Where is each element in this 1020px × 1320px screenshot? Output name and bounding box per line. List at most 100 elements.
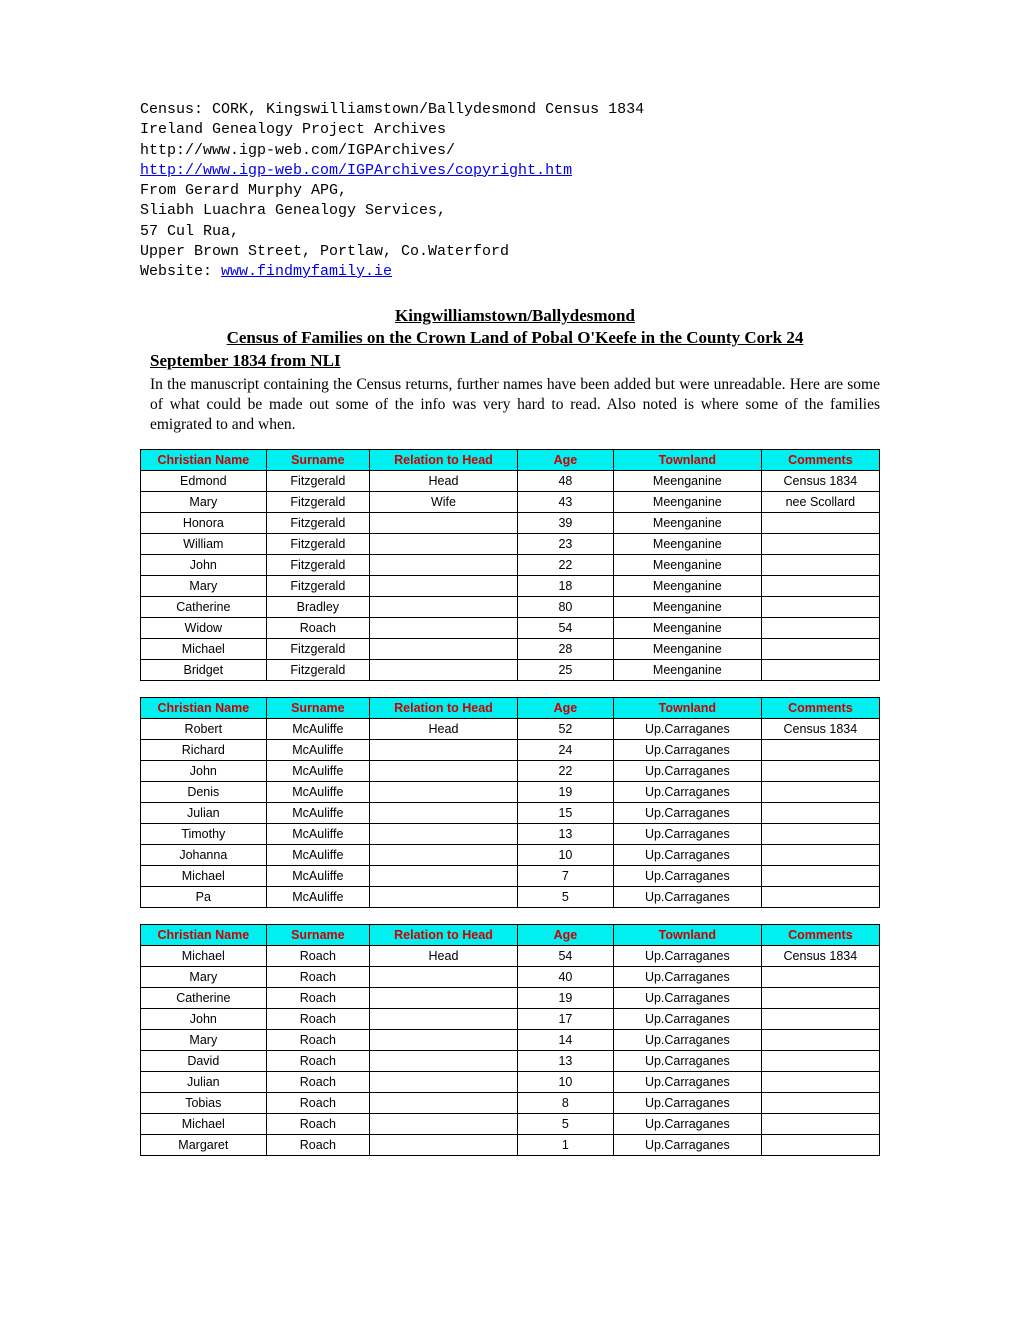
table-cell: Bridget (141, 660, 267, 681)
table-cell (761, 803, 879, 824)
column-header: Surname (266, 698, 369, 719)
table-cell (370, 639, 518, 660)
table-cell: Fitzgerald (266, 660, 369, 681)
table-cell (370, 1135, 518, 1156)
table-cell (370, 845, 518, 866)
title-line-3: September 1834 from NLI (150, 351, 880, 371)
header-line: Ireland Genealogy Project Archives (140, 120, 880, 140)
table-cell: Meenganine (613, 492, 761, 513)
census-table: Christian NameSurnameRelation to HeadAge… (140, 697, 880, 908)
table-row: EdmondFitzgeraldHead48MeenganineCensus 1… (141, 471, 880, 492)
table-cell: 19 (517, 782, 613, 803)
table-row: WilliamFitzgerald23Meenganine (141, 534, 880, 555)
table-cell (761, 576, 879, 597)
table-cell: 5 (517, 1114, 613, 1135)
table-cell: John (141, 555, 267, 576)
table-cell (761, 761, 879, 782)
copyright-link[interactable]: http://www.igp-web.com/IGPArchives/copyr… (140, 162, 572, 179)
table-cell: Meenganine (613, 513, 761, 534)
table-row: DenisMcAuliffe19Up.Carraganes (141, 782, 880, 803)
table-cell: Robert (141, 719, 267, 740)
table-cell (370, 803, 518, 824)
table-row: TimothyMcAuliffe13Up.Carraganes (141, 824, 880, 845)
table-cell: Catherine (141, 988, 267, 1009)
table-row: BridgetFitzgerald25Meenganine (141, 660, 880, 681)
table-cell: McAuliffe (266, 761, 369, 782)
table-cell: Up.Carraganes (613, 761, 761, 782)
table-cell: Michael (141, 946, 267, 967)
table-cell (761, 513, 879, 534)
table-cell: 13 (517, 824, 613, 845)
column-header: Townland (613, 450, 761, 471)
table-cell: Meenganine (613, 471, 761, 492)
column-header: Age (517, 925, 613, 946)
column-header: Townland (613, 925, 761, 946)
table-cell: 28 (517, 639, 613, 660)
header-block: Census: CORK, Kingswilliamstown/Ballydes… (140, 100, 880, 282)
table-cell: Margaret (141, 1135, 267, 1156)
table-cell: Mary (141, 576, 267, 597)
table-cell: 22 (517, 555, 613, 576)
table-cell: Up.Carraganes (613, 988, 761, 1009)
table-cell (761, 1009, 879, 1030)
table-cell: Bradley (266, 597, 369, 618)
table-cell (370, 782, 518, 803)
table-cell: Up.Carraganes (613, 1114, 761, 1135)
table-cell (370, 513, 518, 534)
table-cell: Michael (141, 1114, 267, 1135)
column-header: Surname (266, 450, 369, 471)
website-link[interactable]: www.findmyfamily.ie (221, 263, 392, 280)
table-row: MichaelRoachHead54Up.CarraganesCensus 18… (141, 946, 880, 967)
table-cell (370, 1009, 518, 1030)
table-cell: Pa (141, 887, 267, 908)
table-cell: 52 (517, 719, 613, 740)
table-row: JohnFitzgerald 22Meenganine (141, 555, 880, 576)
table-cell (370, 1093, 518, 1114)
table-cell (761, 1072, 879, 1093)
table-cell: 17 (517, 1009, 613, 1030)
table-cell: Roach (266, 967, 369, 988)
table-cell: McAuliffe (266, 866, 369, 887)
table-cell: 15 (517, 803, 613, 824)
table-cell: Fitzgerald (266, 555, 369, 576)
table-cell: 5 (517, 887, 613, 908)
table-cell (370, 597, 518, 618)
table-cell: Census 1834 (761, 471, 879, 492)
header-line: Sliabh Luachra Genealogy Services, (140, 201, 880, 221)
table-row: MaryRoach14Up.Carraganes (141, 1030, 880, 1051)
table-cell (370, 1072, 518, 1093)
table-cell: Up.Carraganes (613, 740, 761, 761)
table-cell: Roach (266, 946, 369, 967)
table-cell (761, 1030, 879, 1051)
table-cell: 1 (517, 1135, 613, 1156)
table-cell: Head (370, 946, 518, 967)
table-cell: 39 (517, 513, 613, 534)
table-cell: Up.Carraganes (613, 782, 761, 803)
header-line: Census: CORK, Kingswilliamstown/Ballydes… (140, 100, 880, 120)
table-cell: Mary (141, 967, 267, 988)
table-cell (370, 534, 518, 555)
table-cell: Meenganine (613, 555, 761, 576)
table-cell: Fitzgerald (266, 471, 369, 492)
table-cell: 22 (517, 761, 613, 782)
table-cell (761, 845, 879, 866)
table-cell: Michael (141, 639, 267, 660)
table-cell (761, 639, 879, 660)
table-cell (370, 660, 518, 681)
table-cell: Wife (370, 492, 518, 513)
table-cell: Head (370, 719, 518, 740)
table-cell (761, 1135, 879, 1156)
table-cell (761, 660, 879, 681)
table-cell: Meenganine (613, 660, 761, 681)
table-cell: Roach (266, 1072, 369, 1093)
table-row: RobertMcAuliffeHead52Up.CarraganesCensus… (141, 719, 880, 740)
column-header: Christian Name (141, 450, 267, 471)
column-header: Relation to Head (370, 450, 518, 471)
table-row: JohnRoach17Up.Carraganes (141, 1009, 880, 1030)
table-cell (761, 597, 879, 618)
table-cell: John (141, 1009, 267, 1030)
table-row: WidowRoach54Meenganine (141, 618, 880, 639)
table-cell: Up.Carraganes (613, 845, 761, 866)
table-cell (761, 618, 879, 639)
table-cell: 80 (517, 597, 613, 618)
